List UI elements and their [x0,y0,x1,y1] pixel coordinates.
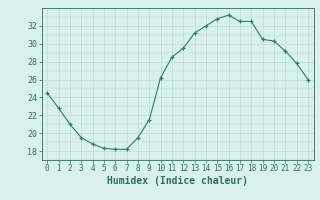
X-axis label: Humidex (Indice chaleur): Humidex (Indice chaleur) [107,176,248,186]
